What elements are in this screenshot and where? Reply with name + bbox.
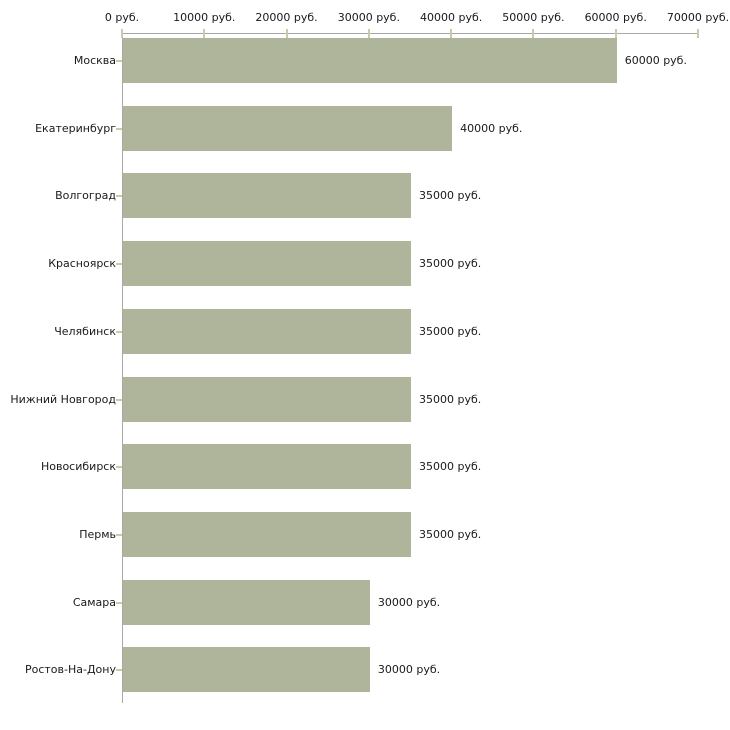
value-label: 35000 руб. bbox=[419, 460, 482, 474]
y-tick-mark bbox=[116, 195, 122, 198]
x-tick-mark bbox=[450, 29, 453, 38]
y-tick-mark bbox=[116, 601, 122, 604]
x-tick-mark bbox=[285, 29, 288, 38]
category-label: Ростов-На-Дону bbox=[24, 663, 116, 677]
value-label: 35000 руб. bbox=[419, 257, 482, 271]
y-tick-mark bbox=[116, 60, 122, 62]
y-tick-mark bbox=[116, 669, 122, 672]
y-tick-mark bbox=[116, 330, 122, 333]
x-tick-label: 20000 руб. bbox=[255, 11, 318, 24]
y-tick-mark bbox=[116, 533, 122, 536]
category-label: Волгоград bbox=[55, 189, 116, 203]
bar bbox=[123, 444, 411, 490]
value-label: 35000 руб. bbox=[419, 527, 482, 541]
x-tick-label: 30000 руб. bbox=[337, 11, 400, 24]
bar bbox=[123, 308, 411, 354]
bar bbox=[123, 105, 453, 151]
category-label: Красноярск bbox=[48, 257, 116, 271]
y-tick-mark bbox=[116, 263, 122, 266]
category-label: Челябинск bbox=[54, 324, 116, 338]
y-tick-mark bbox=[116, 466, 122, 469]
y-tick-mark bbox=[116, 398, 122, 401]
y-axis-line bbox=[122, 33, 123, 703]
x-tick-mark bbox=[121, 29, 123, 38]
bar bbox=[123, 647, 370, 693]
value-label: 30000 руб. bbox=[377, 595, 441, 609]
value-label: 35000 руб. bbox=[419, 392, 482, 406]
x-tick-mark bbox=[532, 29, 535, 38]
value-label: 40000 руб. bbox=[460, 121, 523, 135]
value-label: 30000 руб. bbox=[377, 663, 441, 677]
x-tick-label: 50000 руб. bbox=[502, 11, 565, 24]
x-tick-label: 60000 руб. bbox=[584, 11, 647, 24]
x-tick-label: 40000 руб. bbox=[420, 11, 483, 24]
category-label: Самара bbox=[72, 595, 116, 609]
category-label: Пермь bbox=[79, 527, 116, 541]
x-tick-label: 0 руб. bbox=[104, 11, 140, 24]
bar bbox=[123, 376, 411, 422]
bar bbox=[123, 511, 411, 557]
x-tick-label: 70000 руб. bbox=[666, 11, 730, 24]
category-label: Москва bbox=[73, 54, 116, 67]
y-tick-mark bbox=[116, 127, 122, 130]
x-tick-mark bbox=[697, 29, 699, 38]
x-tick-mark bbox=[367, 29, 370, 38]
bar bbox=[123, 241, 411, 287]
category-label: Новосибирск bbox=[40, 460, 116, 474]
category-label: Екатеринбург bbox=[35, 121, 116, 135]
bar bbox=[123, 38, 617, 83]
value-label: 35000 руб. bbox=[419, 189, 482, 203]
bar bbox=[123, 579, 370, 625]
x-tick-label: 10000 руб. bbox=[173, 11, 236, 24]
x-tick-mark bbox=[614, 29, 617, 38]
x-axis-line bbox=[122, 33, 699, 34]
bar bbox=[123, 173, 411, 219]
value-label: 35000 руб. bbox=[419, 324, 482, 338]
value-label: 60000 руб. bbox=[624, 54, 687, 67]
category-label: Нижний Новгород bbox=[10, 392, 116, 406]
x-tick-mark bbox=[203, 29, 206, 38]
